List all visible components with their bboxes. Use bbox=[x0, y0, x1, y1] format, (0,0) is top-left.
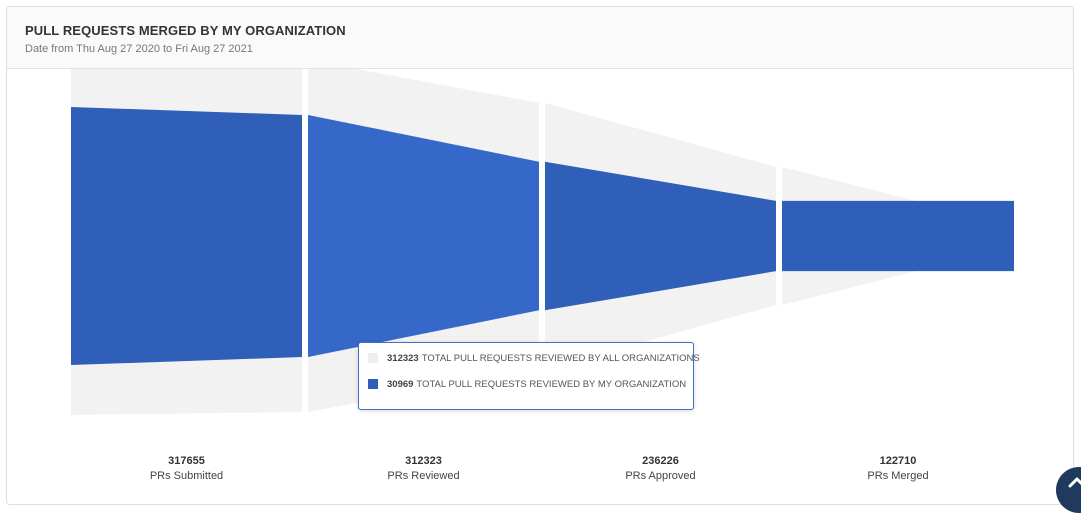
chart-tooltip: 312323 TOTAL PULL REQUESTS REVIEWED BY A… bbox=[358, 342, 700, 410]
funnel-segment-my-org-3[interactable] bbox=[545, 161, 776, 311]
tooltip-swatch-all-orgs bbox=[368, 353, 378, 363]
stage-name: PRs Merged bbox=[867, 470, 929, 482]
stage-label-2: 312323 PRs Reviewed bbox=[309, 454, 539, 484]
stage-value: 312323 bbox=[405, 455, 442, 467]
tooltip-value-all-orgs: 312323 bbox=[387, 352, 419, 364]
funnel-chart-area: 317655 PRs Submitted 312323 PRs Reviewed 236… bbox=[7, 69, 1073, 504]
funnel-segment-my-org-2[interactable] bbox=[308, 114, 539, 358]
stage-label-1: 317655 PRs Submitted bbox=[72, 454, 302, 484]
stage-name: PRs Submitted bbox=[149, 470, 224, 482]
funnel-chart bbox=[71, 69, 1014, 415]
tooltip-label-all-orgs: TOTAL PULL REQUESTS REVIEWED BY ALL ORGA… bbox=[421, 352, 700, 364]
funnel-segment-my-org-4[interactable] bbox=[782, 200, 1014, 272]
chart-date-range: Date from Thu Aug 27 2020 to Fri Aug 27 … bbox=[25, 43, 253, 55]
stage-value: 236226 bbox=[642, 455, 679, 467]
stage-label-4: 122710 PRs Merged bbox=[783, 454, 1013, 484]
stage-name: PRs Approved bbox=[625, 470, 696, 482]
tooltip-value-my-org: 30969 bbox=[387, 378, 414, 390]
tooltip-row-all-orgs: 312323 TOTAL PULL REQUESTS REVIEWED BY A… bbox=[368, 351, 700, 365]
tooltip-label-my-org: TOTAL PULL REQUESTS REVIEWED BY MY ORGAN… bbox=[416, 378, 687, 390]
tooltip-row-my-org: 30969 TOTAL PULL REQUESTS REVIEWED BY MY… bbox=[368, 377, 686, 391]
tooltip-swatch-my-org bbox=[368, 379, 378, 389]
card-header: PULL REQUESTS MERGED BY MY ORGANIZATION … bbox=[7, 7, 1073, 69]
funnel-segment-my-org-1[interactable] bbox=[71, 107, 302, 365]
stage-value: 317655 bbox=[168, 455, 205, 467]
chart-title: PULL REQUESTS MERGED BY MY ORGANIZATION bbox=[25, 23, 346, 38]
stage-name: PRs Reviewed bbox=[387, 470, 460, 482]
stage-label-3: 236226 PRs Approved bbox=[546, 454, 776, 484]
chart-card: PULL REQUESTS MERGED BY MY ORGANIZATION … bbox=[6, 6, 1074, 505]
chevron-up-icon bbox=[1068, 477, 1081, 488]
stage-value: 122710 bbox=[879, 455, 917, 467]
